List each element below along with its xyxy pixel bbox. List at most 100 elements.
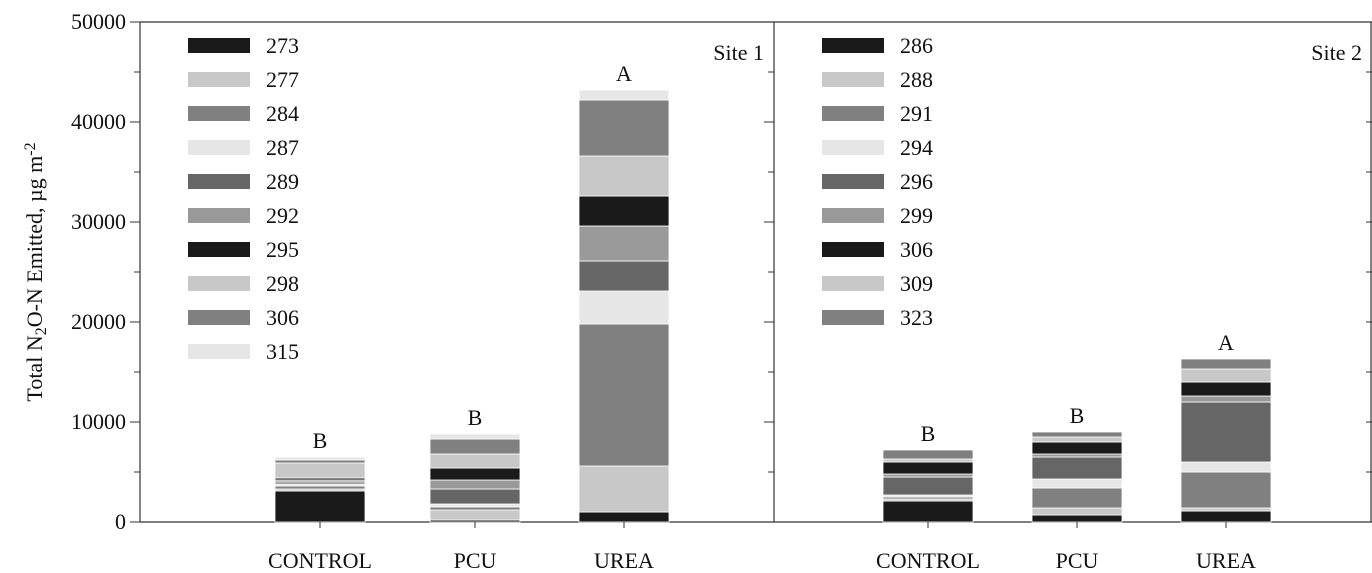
- bar-segment-294-urea: [1180, 461, 1272, 473]
- bar-segment-291-pcu: [1031, 487, 1123, 509]
- legend-swatch-273: [188, 38, 250, 53]
- legend-label-289: 289: [266, 169, 299, 194]
- bar-segment-298-control: [274, 462, 366, 479]
- bar-segment-298-urea: [578, 155, 670, 197]
- legend-label-284: 284: [266, 101, 299, 126]
- legend-swatch-288: [822, 72, 884, 87]
- bar-segment-296-urea: [1180, 401, 1272, 463]
- bar-segment-323-control: [882, 449, 974, 460]
- panel-1: 0 10000 20000 30000 40000 50000 B CONTROL B PCU A U…: [71, 9, 774, 573]
- legend-swatch-289: [188, 174, 250, 189]
- bar-segment-295-pcu: [429, 467, 521, 481]
- y-tick-label: 20000: [71, 309, 126, 334]
- bar-segment-286-urea: [1180, 510, 1272, 523]
- x-category-label: UREA: [1196, 548, 1256, 573]
- legend-swatch-284: [188, 106, 250, 121]
- legend-swatch-306: [822, 242, 884, 257]
- legend-label-323: 323: [900, 305, 933, 330]
- bar-segment-287-urea: [578, 290, 670, 325]
- legend-swatch-315: [188, 344, 250, 359]
- bar-segment-284-urea: [578, 323, 670, 467]
- bar-segment-289-urea: [578, 260, 670, 292]
- panel-label: Site 2: [1311, 40, 1362, 65]
- x-category-label: UREA: [594, 548, 654, 573]
- bar-segment-306-pcu: [1031, 441, 1123, 455]
- legend-label-273: 273: [266, 33, 299, 58]
- bar-segment-287-pcu: [429, 503, 521, 508]
- panel-2: B CONTROL B PCU A UREA 286 288 291 294 296 299 306 30…: [768, 21, 1372, 573]
- legend-swatch-292: [188, 208, 250, 223]
- legend-label-294: 294: [900, 135, 933, 160]
- y-tick-label: 40000: [71, 109, 126, 134]
- bar-segment-288-pcu: [1031, 507, 1123, 516]
- x-category-label: CONTROL: [268, 548, 372, 573]
- legend-swatch-298: [188, 276, 250, 291]
- legend-swatch-287: [188, 140, 250, 155]
- legend-swatch-295: [188, 242, 250, 257]
- significance-label: B: [1070, 403, 1085, 428]
- svg-text:Total N2O-N Emitted, µg m-2: Total N2O-N Emitted, µg m-2: [22, 142, 50, 401]
- bar-segment-306-pcu: [429, 438, 521, 455]
- significance-label: A: [1218, 330, 1234, 355]
- legend-label-291: 291: [900, 101, 933, 126]
- legend-label-306: 306: [266, 305, 299, 330]
- bar-segment-288-urea: [1180, 507, 1272, 512]
- legend-label-287: 287: [266, 135, 299, 160]
- bar-segment-291-urea: [1180, 471, 1272, 509]
- y-tick-label: 50000: [71, 9, 126, 34]
- bar-segment-323-urea: [1180, 358, 1272, 370]
- significance-label: B: [921, 421, 936, 446]
- bar-segment-296-control: [882, 476, 974, 496]
- bar-segment-294-pcu: [1031, 478, 1123, 489]
- legend-swatch-299: [822, 208, 884, 223]
- significance-label: B: [468, 405, 483, 430]
- bar-segment-309-control: [882, 458, 974, 463]
- legend-label-292: 292: [266, 203, 299, 228]
- bar-segment-315-pcu: [429, 433, 521, 440]
- y-tick-label: 30000: [71, 209, 126, 234]
- bar-segment-292-urea: [578, 225, 670, 262]
- legend-label-299: 299: [900, 203, 933, 228]
- legend-label-296: 296: [900, 169, 933, 194]
- legend-swatch-323: [822, 310, 884, 325]
- bar-segment-309-pcu: [1031, 436, 1123, 443]
- bar-segment-299-pcu: [1031, 453, 1123, 458]
- x-category-label: PCU: [1056, 548, 1099, 573]
- bar-segment-292-pcu: [429, 479, 521, 490]
- legend-label-286: 286: [900, 33, 933, 58]
- panel-label: Site 1: [713, 40, 764, 65]
- y-axis-title: Total N2O-N Emitted, µg m-2: [22, 142, 50, 401]
- legend-swatch-294: [822, 140, 884, 155]
- bar-segment-296-pcu: [1031, 456, 1123, 480]
- bar-segment-315-control: [274, 456, 366, 461]
- bar-segment-299-control: [882, 473, 974, 478]
- bar-segment-299-urea: [1180, 395, 1272, 403]
- bar-segment-273-urea: [578, 511, 670, 523]
- x-category-label: CONTROL: [876, 548, 980, 573]
- legend-swatch-286: [822, 38, 884, 53]
- bar-segment-315-urea: [578, 89, 670, 101]
- bar-segment-284-control: [274, 485, 366, 490]
- bar-segment-286-control: [882, 500, 974, 523]
- significance-label: A: [616, 61, 632, 86]
- legend-label-306: 306: [900, 237, 933, 262]
- bar-segment-306-urea: [578, 99, 670, 157]
- y-tick-label: 0: [115, 509, 126, 534]
- legend-swatch-306: [188, 310, 250, 325]
- legend-label-288: 288: [900, 67, 933, 92]
- bar-segment-289-pcu: [429, 488, 521, 505]
- legend-label-295: 295: [266, 237, 299, 262]
- y-tick-label: 10000: [71, 409, 126, 434]
- bar-segment-323-pcu: [1031, 431, 1123, 438]
- bar-segment-273-control: [274, 490, 366, 523]
- bar-segment-286-pcu: [1031, 514, 1123, 523]
- bar-segment-295-urea: [578, 195, 670, 227]
- legend-swatch-296: [822, 174, 884, 189]
- legend-swatch-277: [188, 72, 250, 87]
- bar-segment-277-urea: [578, 465, 670, 513]
- bar-segment-309-urea: [1180, 368, 1272, 383]
- x-category-label: PCU: [454, 548, 497, 573]
- bar-segment-306-control: [882, 461, 974, 475]
- legend-swatch-291: [822, 106, 884, 121]
